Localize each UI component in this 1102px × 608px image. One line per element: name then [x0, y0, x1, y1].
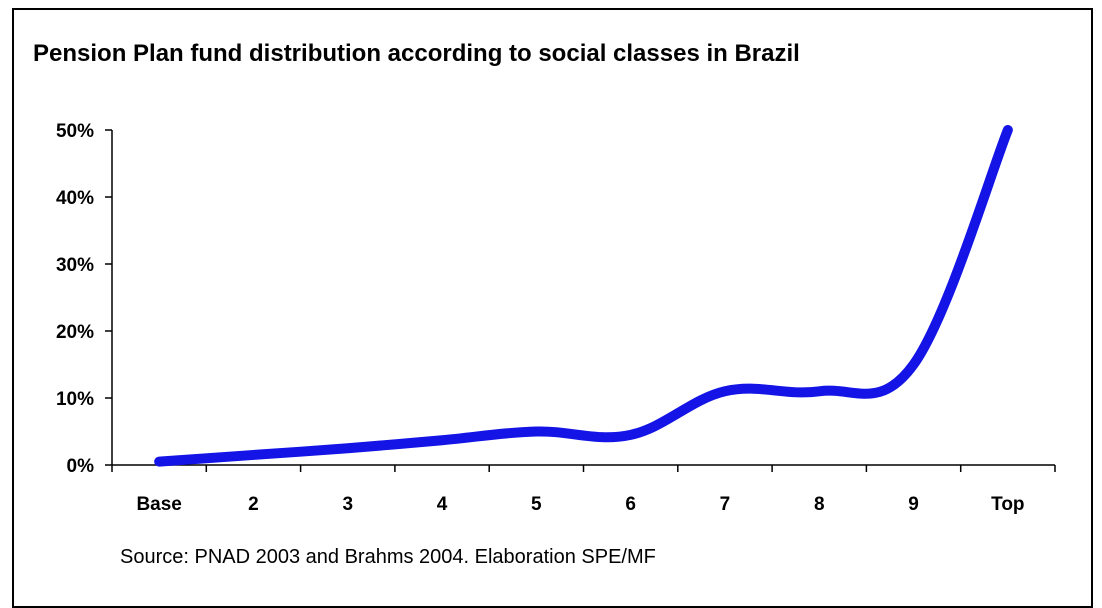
x-tick-label: 8 [814, 494, 825, 515]
x-tick-label: 4 [437, 494, 448, 515]
y-tick-label: 50% [56, 121, 94, 142]
y-tick-label: 30% [56, 255, 94, 276]
series-line [159, 130, 1008, 462]
y-tick-label: 0% [67, 456, 95, 477]
x-tick-label: 3 [342, 494, 353, 515]
x-tick-label: 2 [248, 494, 259, 515]
y-tick-label: 20% [56, 322, 94, 343]
x-tick-label: 9 [908, 494, 919, 515]
chart-plot-area: 0% 10% 20% 30% 40% 50% Base 2 3 4 5 6 7 8 9 Top [0, 0, 1102, 590]
x-tick-label: 6 [625, 494, 636, 515]
y-tick-label: 40% [56, 188, 94, 209]
y-tick-label: 10% [56, 389, 94, 410]
source-note: Source: PNAD 2003 and Brahms 2004. Elabo… [120, 546, 656, 569]
x-tick-label: 5 [531, 494, 542, 515]
x-tick-label: 7 [720, 494, 731, 515]
x-tick-label: Top [991, 494, 1024, 515]
x-tick-label: Base [136, 494, 181, 515]
chart-series [159, 130, 1008, 462]
